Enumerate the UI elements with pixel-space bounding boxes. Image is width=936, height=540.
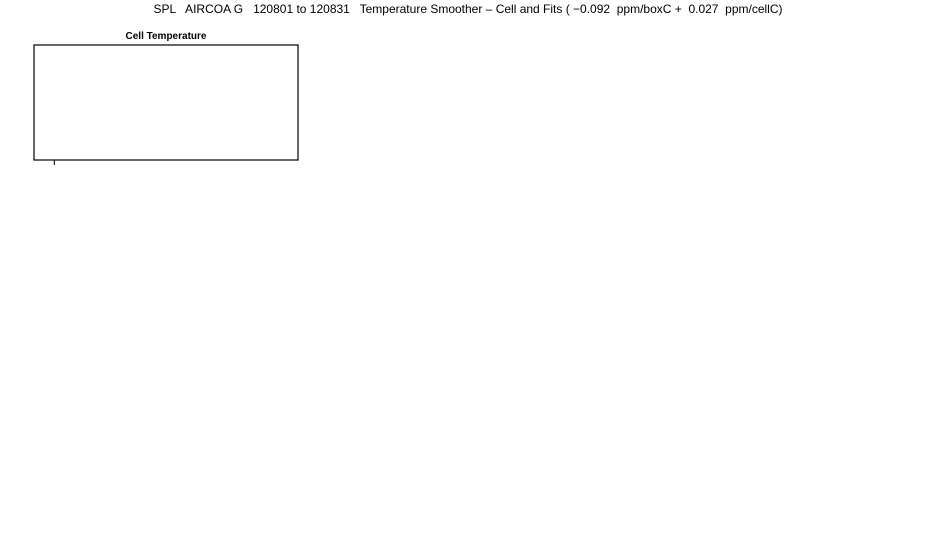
panel-title: Cell Temperature bbox=[126, 31, 207, 42]
figure-title: SPL AIRCOA G 120801 to 120831 Temperatur… bbox=[153, 2, 783, 16]
panel-cell-temperature: Cell Temperature bbox=[33, 31, 299, 165]
plot-frame bbox=[33, 44, 299, 161]
